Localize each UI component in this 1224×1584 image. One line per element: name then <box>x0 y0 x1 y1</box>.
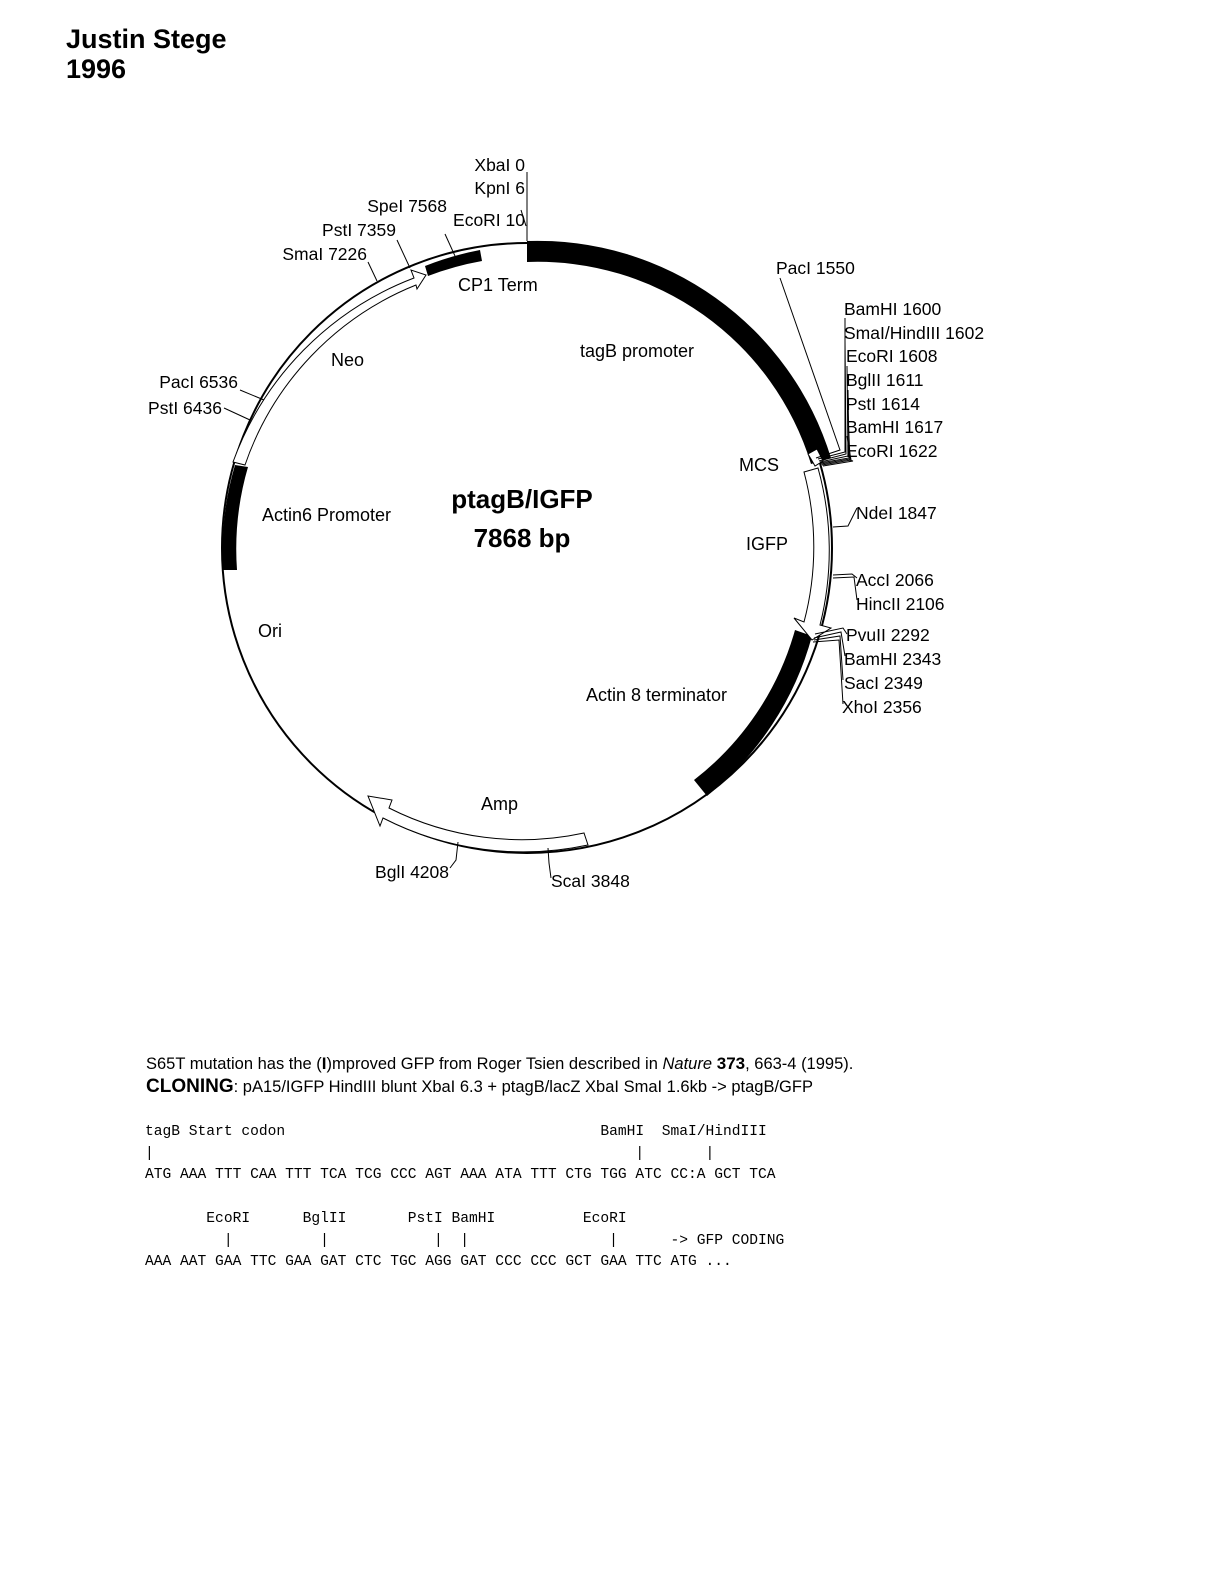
site-label-bamhi-1617: BamHI 1617 <box>846 417 943 437</box>
site-label-hincii-2106: HincII 2106 <box>856 594 945 614</box>
sequence-annotation-line: EcoRI BglII PstI BamHI EcoRI <box>145 1211 627 1227</box>
sequence-block-2: EcoRI BglII PstI BamHI EcoRI | | | | | -… <box>145 1209 784 1274</box>
sequence-annotation-line: tagB Start codon BamHI SmaI/HindIII <box>145 1124 767 1140</box>
feature-label-mcs: MCS <box>739 455 779 475</box>
site-label-acci-2066: AccI 2066 <box>856 570 934 590</box>
site-label-ecori-1622: EcoRI 1622 <box>846 441 937 461</box>
feature-label-actin8-terminator: Actin 8 terminator <box>586 685 727 705</box>
site-label-bgli-4208: BglI 4208 <box>375 862 449 882</box>
site-leader-lines <box>223 172 858 879</box>
cloning-note: CLONING: pA15/IGFP HindIII blunt XbaI 6.… <box>146 1076 853 1098</box>
site-label-bamhi-2343: BamHI 2343 <box>844 649 941 669</box>
site-label-psti-6436: PstI 6436 <box>148 398 222 418</box>
feature-label-neo: Neo <box>331 350 364 370</box>
actin8-terminator-block <box>694 630 812 796</box>
feature-label-tagb-promoter: tagB promoter <box>580 341 694 361</box>
site-label-pvuii-2292: PvuII 2292 <box>846 625 930 645</box>
cloning-text: : pA15/IGFP HindIII blunt XbaI 6.3 + pta… <box>233 1078 813 1096</box>
cloning-label: CLONING <box>146 1076 234 1097</box>
site-label-saci-2349: SacI 2349 <box>844 673 923 693</box>
site-label-spei-7568: SpeI 7568 <box>367 196 447 216</box>
author-year: 1996 <box>66 54 127 84</box>
neo-arrow <box>232 269 427 466</box>
site-label-ndei-1847: NdeI 1847 <box>856 503 937 523</box>
sequence-dna-line: AAA AAT GAA TTC GAA GAT CTC TGC AGG GAT … <box>145 1254 732 1270</box>
sequence-marker-line: | | | | | -> GFP CODING <box>145 1232 785 1249</box>
sequence-marker-line: | | | <box>145 1145 715 1162</box>
sequence-dna-line: ATG AAA TTT CAA TTT TCA TCG CCC AGT AAA … <box>145 1167 776 1183</box>
site-label-kpni-6: KpnI 6 <box>474 178 525 198</box>
site-label-xbai-0: XbaI 0 <box>474 155 525 175</box>
mutation-note: S65T mutation has the (I)mproved GFP fro… <box>146 1054 854 1073</box>
author-block: Justin Stege 1996 <box>66 24 227 84</box>
site-label-smai-hindiii-1602: SmaI/HindIII 1602 <box>844 323 984 343</box>
feature-label-igfp: IGFP <box>746 534 788 554</box>
plasmid-size: 7868 bp <box>474 523 571 553</box>
feature-label-cp1-term: CP1 Term <box>458 275 538 295</box>
site-label-ecori-10: EcoRI 10 <box>453 210 525 230</box>
feature-label-amp: Amp <box>481 794 518 814</box>
feature-label-ori: Ori <box>258 621 282 641</box>
site-label-ecori-1608: EcoRI 1608 <box>846 346 937 366</box>
site-label-smai-7226: SmaI 7226 <box>282 244 367 264</box>
author-name: Justin Stege <box>66 24 227 54</box>
actin6-promoter-block <box>222 465 248 570</box>
site-label-bamhi-1600: BamHI 1600 <box>844 299 942 319</box>
tagb-promoter-block <box>527 240 831 464</box>
amp-arrow <box>367 795 589 853</box>
site-label-psti-1614: PstI 1614 <box>846 394 920 414</box>
notes-block: S65T mutation has the (I)mproved GFP fro… <box>146 1054 853 1098</box>
site-label-psti-7359: PstI 7359 <box>322 220 396 240</box>
site-label-paci-1550: PacI 1550 <box>776 258 855 278</box>
plasmid-name: ptagB/IGFP <box>451 484 593 514</box>
plasmid-map: tagB promoter MCS IGFP Actin 8 terminato… <box>148 155 984 891</box>
sequence-block-1: tagB Start codon BamHI SmaI/HindIII | | … <box>145 1122 776 1187</box>
igfp-arrow <box>793 467 833 641</box>
feature-label-actin6-promoter: Actin6 Promoter <box>262 505 391 525</box>
site-label-xhoi-2356: XhoI 2356 <box>842 697 922 717</box>
site-label-paci-6536: PacI 6536 <box>159 372 238 392</box>
site-label-scai-3848: ScaI 3848 <box>551 871 630 891</box>
cp1-term-block <box>425 250 482 276</box>
site-label-bglii-1611: BglII 1611 <box>846 370 924 390</box>
